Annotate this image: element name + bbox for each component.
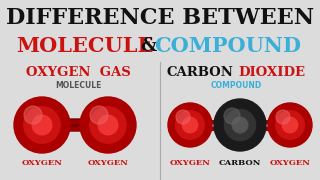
Circle shape [276, 111, 304, 139]
Text: OXYGEN: OXYGEN [88, 159, 128, 167]
Circle shape [24, 107, 60, 143]
Circle shape [90, 106, 108, 124]
Circle shape [168, 103, 212, 147]
Circle shape [232, 117, 248, 133]
Circle shape [276, 110, 290, 124]
Circle shape [14, 97, 70, 153]
Circle shape [282, 117, 298, 133]
Circle shape [90, 107, 126, 143]
Text: DIOXIDE: DIOXIDE [238, 66, 306, 78]
Circle shape [214, 99, 266, 151]
Text: MOLECULE: MOLECULE [16, 36, 154, 56]
Text: DIFFERENCE BETWEEN: DIFFERENCE BETWEEN [6, 7, 314, 29]
Circle shape [98, 115, 118, 135]
Circle shape [224, 108, 240, 124]
Circle shape [176, 111, 204, 139]
Text: CARBON: CARBON [219, 159, 261, 167]
Circle shape [32, 115, 52, 135]
Circle shape [268, 103, 312, 147]
Text: OXYGEN: OXYGEN [269, 159, 310, 167]
Text: OXYGEN  GAS: OXYGEN GAS [26, 66, 130, 78]
Circle shape [24, 106, 42, 124]
Circle shape [182, 117, 198, 133]
Circle shape [80, 97, 136, 153]
Circle shape [224, 109, 256, 141]
Text: CARBON: CARBON [167, 66, 233, 78]
Text: COMPOUND: COMPOUND [210, 82, 262, 91]
FancyBboxPatch shape [65, 119, 85, 131]
Text: MOLECULE: MOLECULE [55, 82, 101, 91]
Circle shape [176, 110, 190, 124]
Text: &: & [140, 37, 156, 55]
Text: OXYGEN: OXYGEN [170, 159, 211, 167]
Text: COMPOUND: COMPOUND [155, 36, 301, 56]
Text: OXYGEN: OXYGEN [21, 159, 62, 167]
